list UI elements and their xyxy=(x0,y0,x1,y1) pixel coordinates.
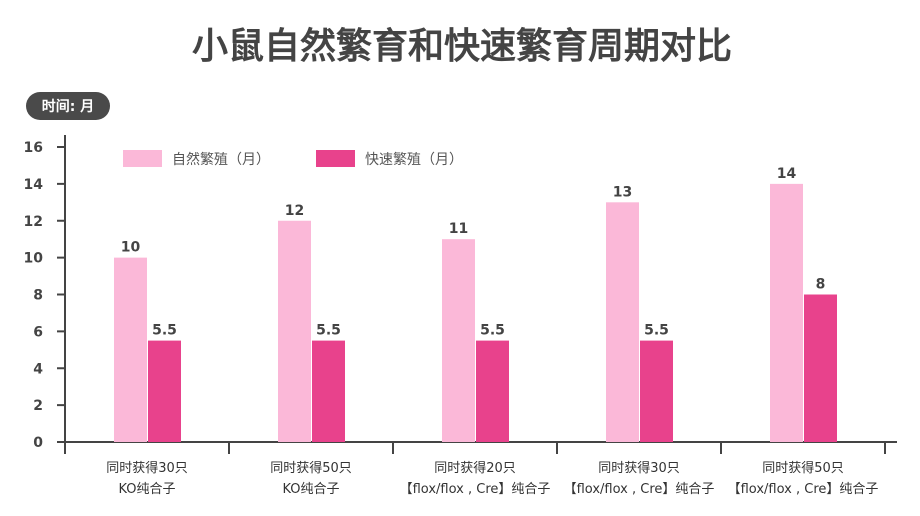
data-label: 5.5 xyxy=(316,323,341,339)
bar-natural xyxy=(114,257,147,442)
y-tick-label: 2 xyxy=(33,398,43,414)
bar-fast xyxy=(476,340,509,442)
data-label: 11 xyxy=(449,221,468,237)
chart-title: 小鼠自然繁育和快速繁育周期对比 xyxy=(192,25,732,67)
bar-fast xyxy=(640,340,673,442)
x-tick-label: 【flox/flox , Cre】纯合子 xyxy=(564,482,715,497)
x-tick-label: 同时获得30只 xyxy=(106,460,188,476)
legend-swatch xyxy=(123,150,162,167)
x-tick-label: KO纯合子 xyxy=(282,482,339,497)
legend-label: 自然繁殖（月） xyxy=(172,151,270,168)
legend-swatch xyxy=(316,150,355,167)
data-label: 10 xyxy=(121,240,141,256)
data-label: 13 xyxy=(613,184,632,200)
data-label: 14 xyxy=(777,166,797,182)
y-tick-label: 14 xyxy=(24,177,44,193)
legend-label: 快速繁殖（月） xyxy=(365,151,463,168)
unit-badge-label: 时间: 月 xyxy=(42,98,94,115)
x-tick-label: 【flox/flox , Cre】纯合子 xyxy=(728,482,879,497)
y-tick-label: 6 xyxy=(33,324,43,340)
y-tick-label: 12 xyxy=(24,214,43,230)
y-tick-label: 10 xyxy=(24,251,44,267)
x-tick-label: 【flox/flox , Cre】纯合子 xyxy=(400,482,551,497)
data-label: 5.5 xyxy=(152,323,177,339)
bar-fast xyxy=(804,294,837,442)
data-label: 5.5 xyxy=(480,323,505,339)
x-tick-label: 同时获得30只 xyxy=(598,460,680,476)
y-tick-label: 0 xyxy=(33,435,43,451)
x-tick-label: 同时获得20只 xyxy=(434,460,516,476)
data-label: 12 xyxy=(285,203,304,219)
bar-natural xyxy=(442,239,475,442)
y-tick-label: 16 xyxy=(24,140,43,156)
bar-natural xyxy=(770,183,803,442)
x-tick-label: 同时获得50只 xyxy=(762,460,844,476)
bar-natural xyxy=(278,220,311,442)
data-label: 8 xyxy=(816,277,826,293)
y-tick-label: 4 xyxy=(33,361,43,377)
y-tick-label: 8 xyxy=(33,288,43,304)
bar-natural xyxy=(606,202,639,442)
unit-badge xyxy=(26,92,110,120)
x-tick-label: KO纯合子 xyxy=(118,482,175,497)
bar-fast xyxy=(312,340,345,442)
bar-fast xyxy=(148,340,181,442)
data-label: 5.5 xyxy=(644,323,669,339)
x-tick-label: 同时获得50只 xyxy=(270,460,352,476)
